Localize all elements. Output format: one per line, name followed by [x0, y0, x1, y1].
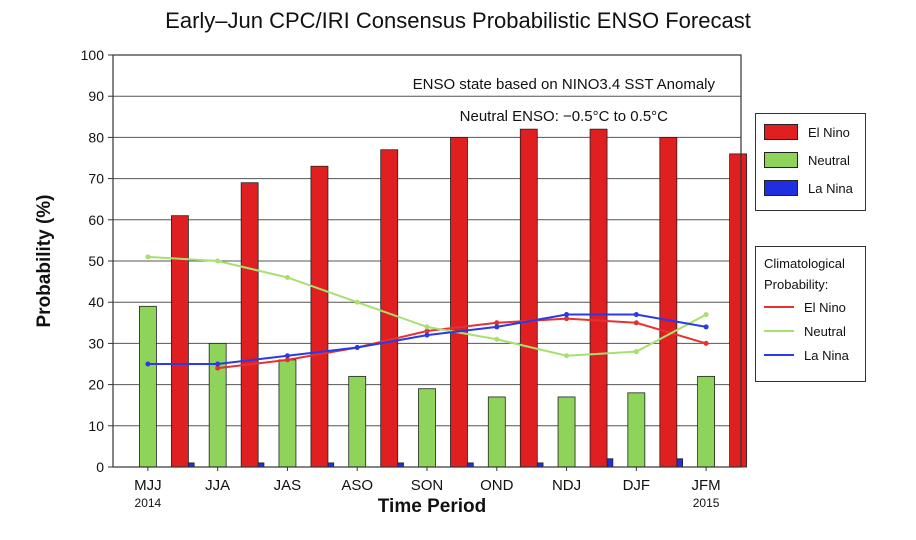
clim-point-neutral: [145, 254, 151, 260]
legend-item-neutral: Neutral: [756, 146, 865, 174]
annotation-enso-state: ENSO state based on NINO3.4 SST Anomaly: [413, 76, 716, 93]
clim-point-el-nino: [703, 340, 709, 346]
legend-item-la-nina: La Nina: [756, 174, 865, 202]
bar-el-nino: [240, 182, 259, 468]
x-tick-label: JFM: [692, 477, 721, 494]
clim-point-neutral: [215, 258, 221, 264]
neutral-line-swatch: [764, 330, 794, 332]
x-tick-sublabel: 2015: [693, 496, 720, 510]
bar-neutral: [557, 396, 576, 468]
bar-neutral: [697, 375, 716, 468]
la-nina-line-swatch: [764, 354, 794, 356]
y-axis-title: Probability (%): [34, 194, 55, 327]
clim-point-la-nina: [284, 353, 290, 359]
bar-neutral: [418, 388, 436, 468]
clim-point-la-nina: [633, 312, 639, 318]
clim-point-la-nina: [703, 324, 709, 330]
bar-el-nino: [170, 215, 189, 468]
clim-point-neutral: [494, 336, 500, 342]
x-tick-label: OND: [480, 477, 514, 494]
y-tick-label: 20: [88, 377, 104, 393]
el-nino-swatch: [764, 124, 798, 140]
x-tick-label: DJF: [623, 477, 651, 494]
y-tick-label: 50: [88, 253, 104, 269]
clim-point-la-nina: [354, 345, 360, 351]
clim-point-el-nino: [215, 365, 221, 371]
y-tick-label: 10: [88, 418, 104, 434]
y-tick-label: 80: [88, 129, 104, 145]
clim-legend-item-neutral: Neutral: [756, 319, 865, 343]
annotation-neutral-range: Neutral ENSO: −0.5°C to 0.5°C: [460, 108, 669, 125]
neutral-swatch: [764, 152, 798, 168]
clim-legend-item-el-nino: El Nino: [756, 295, 865, 319]
bar-neutral: [278, 359, 297, 468]
clim-point-neutral: [564, 353, 570, 359]
y-tick-label: 40: [88, 294, 104, 310]
clim-point-la-nina: [564, 312, 570, 318]
clim-point-el-nino: [633, 320, 639, 326]
climatology-title-line1: Climatological: [764, 256, 845, 271]
clim-point-el-nino: [424, 328, 430, 334]
clim-label-el-nino: El Nino: [804, 299, 846, 315]
clim-point-neutral: [424, 324, 430, 330]
clim-point-neutral: [284, 274, 290, 280]
bar-el-nino: [729, 153, 748, 468]
y-tick-label: 90: [88, 88, 104, 104]
bar-el-nino: [589, 128, 608, 468]
clim-point-neutral: [354, 299, 360, 305]
bar-el-nino: [519, 128, 538, 468]
x-axis-title: Time Period: [378, 496, 486, 517]
legend-item-el-nino: El Nino: [756, 118, 865, 146]
clim-point-la-nina: [145, 361, 151, 367]
bar-neutral: [138, 305, 157, 468]
la-nina-swatch: [764, 180, 798, 196]
y-tick-label: 60: [88, 212, 104, 228]
legend-label-el-nino: El Nino: [808, 124, 850, 140]
clim-point-el-nino: [494, 320, 500, 326]
y-tick-label: 30: [88, 335, 104, 351]
x-tick-label: NDJ: [552, 477, 581, 494]
x-tick-label: ASO: [341, 477, 373, 494]
clim-point-la-nina: [215, 361, 221, 367]
x-tick-label: SON: [411, 477, 444, 494]
clim-point-neutral: [703, 312, 709, 318]
y-tick-label: 100: [81, 47, 105, 63]
climatology-title-line2: Probability:: [764, 277, 829, 292]
clim-label-neutral: Neutral: [804, 323, 846, 339]
bar-neutral: [348, 375, 367, 468]
clim-point-la-nina: [494, 324, 500, 330]
clim-point-neutral: [633, 349, 639, 355]
climatology-legend: Climatological Probability: El Nino Neut…: [755, 246, 866, 382]
legend-label-la-nina: La Nina: [808, 180, 853, 196]
bar-legend: El Nino Neutral La Nina: [755, 113, 866, 211]
x-tick-sublabel: 2014: [135, 496, 162, 510]
bar-neutral: [627, 392, 646, 468]
clim-point-el-nino: [564, 316, 570, 322]
clim-legend-item-la-nina: La Nina: [756, 343, 865, 367]
el-nino-line-swatch: [764, 306, 794, 308]
bar-el-nino: [310, 165, 329, 468]
chart-title: Early–Jun CPC/IRI Consensus Probabilisti…: [165, 8, 751, 33]
clim-line-neutral: [147, 255, 707, 357]
bar-el-nino: [450, 136, 468, 468]
x-tick-label: MJJ: [134, 477, 162, 494]
bar-neutral: [487, 396, 506, 468]
clim-point-la-nina: [424, 332, 430, 338]
bar-el-nino: [659, 136, 678, 468]
clim-point-el-nino: [284, 357, 290, 363]
clim-line-el-nino: [217, 317, 707, 370]
legend-label-neutral: Neutral: [808, 152, 850, 168]
y-tick-label: 0: [96, 459, 104, 475]
clim-label-la-nina: La Nina: [804, 347, 849, 363]
y-tick-label: 70: [88, 171, 104, 187]
x-tick-label: JJA: [205, 477, 230, 494]
x-tick-label: JAS: [274, 477, 302, 494]
bar-el-nino: [380, 149, 399, 468]
